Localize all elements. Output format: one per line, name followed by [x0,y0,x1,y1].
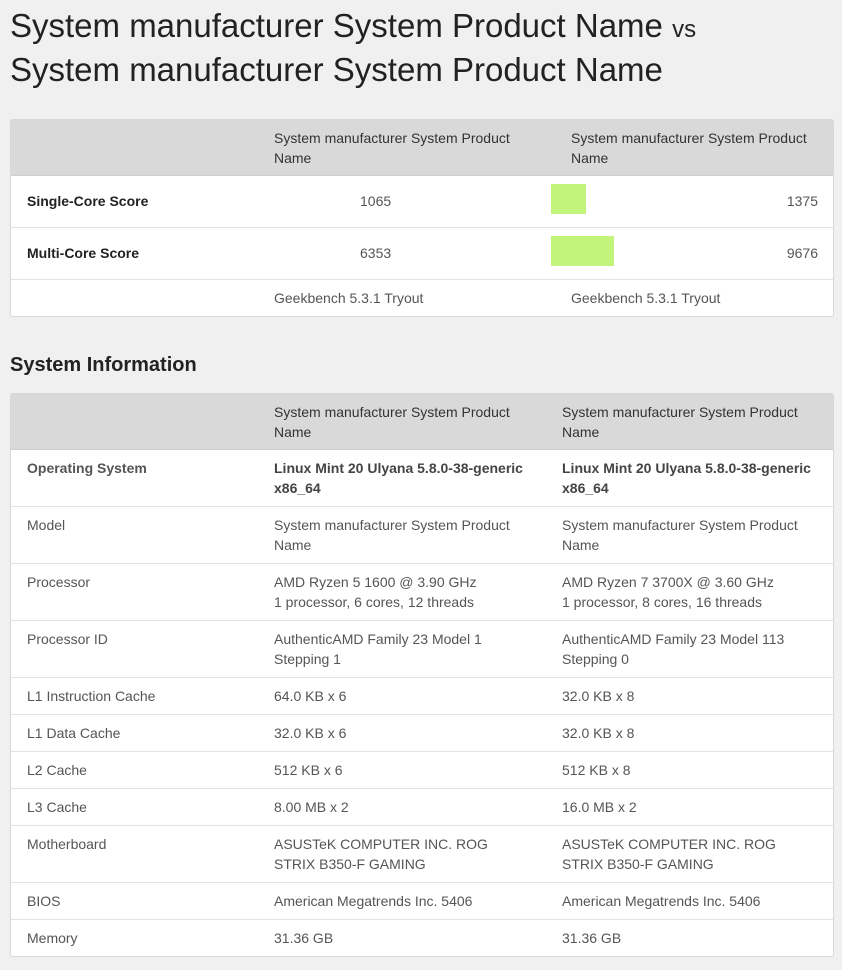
bios-label: BIOS [27,893,61,909]
memory-value-b: 31.36 GB [562,930,622,946]
processor-value-b: AMD Ryzen 7 3700X @ 3.60 GHz 1 processor… [562,572,774,612]
l1-instruction-cache-label: L1 Instruction Cache [27,688,156,704]
processor-id-label: Processor ID [27,631,108,647]
multi-core-value-a: 6353 [360,245,392,261]
l1-data-cache-label: L1 Data Cache [27,725,121,741]
single-core-label: Single-Core Score [27,193,149,209]
l1-data-cache-value-b: 32.0 KB x 8 [562,725,635,741]
benchmark-version-a: Geekbench 5.3.1 Tryout [274,290,424,306]
motherboard-value-a: ASUSTeK COMPUTER INC. ROG STRIX B350-F G… [274,836,488,872]
processor-topology-a: 1 processor, 6 cores, 12 threads [274,594,474,610]
single-core-value-a: 1065 [360,193,392,209]
l1-data-cache-value-a: 32.0 KB x 6 [274,725,347,741]
processor-label: Processor [27,574,91,590]
os-label: Operating System [27,460,147,476]
os-value-a: Linux Mint 20 Ulyana 5.8.0-38-generic x8… [274,460,523,496]
sysinfo-header-col-b: System manufacturer System Product Name [562,404,798,440]
os-value-b: Linux Mint 20 Ulyana 5.8.0-38-generic x8… [562,460,811,496]
l3-cache-value-b: 16.0 MB x 2 [562,799,637,815]
processor-topology-b: 1 processor, 8 cores, 16 threads [562,594,762,610]
scores-header-col-a: System manufacturer System Product Name [274,130,510,166]
multi-core-bar [551,236,614,266]
processor-value-a: AMD Ryzen 5 1600 @ 3.90 GHz 1 processor,… [274,572,477,612]
sysinfo-row-model: Model System manufacturer System Product… [11,507,833,564]
processor-id-value-a: AuthenticAMD Family 23 Model 1 Stepping … [274,631,482,667]
processor-name-b: AMD Ryzen 7 3700X @ 3.60 GHz [562,574,774,590]
single-core-bar [551,184,586,214]
model-value-a: System manufacturer System Product Name [274,517,510,553]
system-information-heading: System Information [10,354,197,376]
sysinfo-header-col-a: System manufacturer System Product Name [274,404,510,440]
single-core-row: Single-Core Score 1065 1375 [11,176,833,228]
memory-value-a: 31.36 GB [274,930,334,946]
l3-cache-value-a: 8.00 MB x 2 [274,799,349,815]
sysinfo-row-os: Operating System Linux Mint 20 Ulyana 5.… [11,450,833,507]
single-core-value-b: 1375 [786,193,818,209]
sysinfo-row-processor-id: Processor ID AuthenticAMD Family 23 Mode… [11,621,833,678]
page-title: System manufacturer System Product Name … [10,6,830,90]
motherboard-label: Motherboard [27,836,107,852]
l3-cache-label: L3 Cache [27,799,87,815]
model-value-b: System manufacturer System Product Name [562,517,798,553]
processor-id-value-b: AuthenticAMD Family 23 Model 113 Steppin… [562,631,785,667]
model-label: Model [27,517,66,533]
page-title-a: System manufacturer System Product Name [10,7,663,44]
benchmark-version-b: Geekbench 5.3.1 Tryout [571,290,721,306]
motherboard-value-b: ASUSTeK COMPUTER INC. ROG STRIX B350-F G… [562,836,776,872]
vs-label: vs [672,16,697,43]
bios-value-b: American Megatrends Inc. 5406 [562,893,761,909]
sysinfo-row-memory: Memory 31.36 GB 31.36 GB [11,920,833,956]
l1-instruction-cache-value-b: 32.0 KB x 8 [562,688,635,704]
scores-header-col-b: System manufacturer System Product Name [571,130,807,166]
sysinfo-row-processor: Processor AMD Ryzen 5 1600 @ 3.90 GHz 1 … [11,564,833,621]
sysinfo-row-motherboard: Motherboard ASUSTeK COMPUTER INC. ROG ST… [11,826,833,883]
page-title-b: System manufacturer System Product Name [10,51,663,88]
bios-value-a: American Megatrends Inc. 5406 [274,893,473,909]
scores-table: System manufacturer System Product Name … [10,119,834,317]
processor-name-a: AMD Ryzen 5 1600 @ 3.90 GHz [274,574,477,590]
multi-core-row: Multi-Core Score 6353 9676 [11,228,833,280]
sysinfo-header-row: System manufacturer System Product Name … [11,394,833,450]
sysinfo-row-l2: L2 Cache 512 KB x 6 512 KB x 8 [11,752,833,789]
scores-footer-row: Geekbench 5.3.1 Tryout Geekbench 5.3.1 T… [11,280,833,316]
l2-cache-label: L2 Cache [27,762,87,778]
memory-label: Memory [27,930,78,946]
multi-core-value-b: 9676 [786,245,818,261]
multi-core-label: Multi-Core Score [27,245,140,261]
l1-instruction-cache-value-a: 64.0 KB x 6 [274,688,347,704]
l2-cache-value-b: 512 KB x 8 [562,762,631,778]
sysinfo-row-bios: BIOS American Megatrends Inc. 5406 Ameri… [11,883,833,920]
sysinfo-row-l1d: L1 Data Cache 32.0 KB x 6 32.0 KB x 8 [11,715,833,752]
sysinfo-row-l1i: L1 Instruction Cache 64.0 KB x 6 32.0 KB… [11,678,833,715]
sysinfo-row-l3: L3 Cache 8.00 MB x 2 16.0 MB x 2 [11,789,833,826]
l2-cache-value-a: 512 KB x 6 [274,762,343,778]
system-information-table: System manufacturer System Product Name … [10,393,834,957]
scores-header-row: System manufacturer System Product Name … [11,120,833,176]
